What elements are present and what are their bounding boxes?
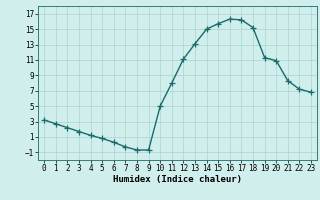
X-axis label: Humidex (Indice chaleur): Humidex (Indice chaleur)	[113, 175, 242, 184]
